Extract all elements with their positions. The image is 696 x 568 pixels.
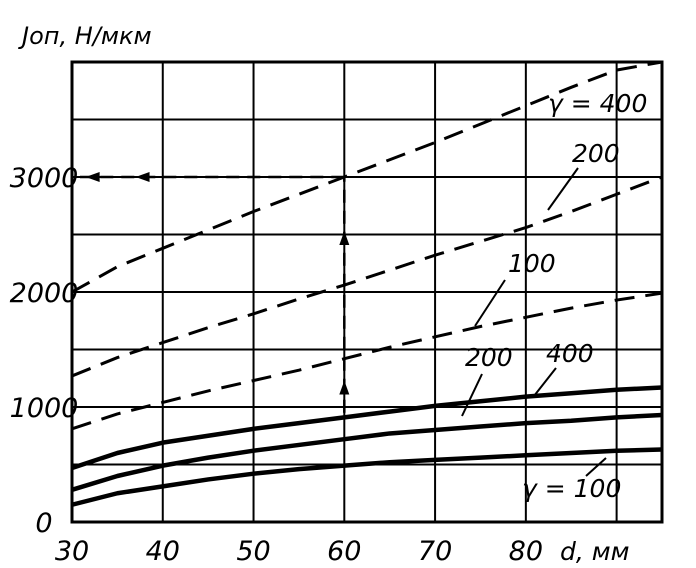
y-tick-label-0: 0 [35, 508, 52, 539]
reading-arrows [80, 172, 350, 413]
y-axis-title: Jоп, Н/мкм [18, 22, 152, 50]
series-line-solid-3 [71, 385, 663, 471]
x-tick-label-40: 40 [146, 536, 180, 567]
y-tick-label-1000: 1000 [10, 393, 79, 424]
series-line-dashed-2 [71, 291, 663, 431]
x-tick-label-30: 30 [55, 536, 89, 567]
arrow-head-up-1 [339, 380, 350, 395]
x-axis-title: d, мм [560, 537, 629, 566]
series-line-dashed-1 [71, 175, 663, 378]
leader-solid-400 [533, 367, 557, 397]
arrow-head-up-2 [339, 231, 350, 246]
arrow-head-left-2 [85, 172, 100, 182]
series-layer [71, 60, 663, 507]
series-label-solid-100: γ = 100 [522, 474, 621, 503]
y-tick-label-2000: 2000 [10, 278, 79, 309]
x-tick-label-50: 50 [236, 536, 270, 567]
series-label-dashed-100: 100 [508, 249, 556, 278]
x-tick-label-80: 80 [509, 536, 543, 567]
x-tick-label-70: 70 [418, 536, 452, 567]
series-line-solid-4 [71, 412, 663, 492]
x-tick-label-60: 60 [327, 536, 361, 567]
series-line-dashed-0 [71, 60, 663, 294]
tick-labels: 30 40 50 60 70 80 0 1000 2000 3000 [10, 163, 543, 567]
series-label-dashed-400: γ = 400 [548, 89, 647, 118]
series-line-solid-5 [71, 447, 663, 507]
leader-dashed-200 [547, 167, 579, 211]
series-label-solid-400: 400 [546, 339, 594, 368]
leader-solid-200 [461, 373, 483, 417]
leader-dashed-100 [474, 279, 506, 327]
arrow-head-left-1 [135, 172, 150, 182]
series-label-solid-200: 200 [465, 343, 513, 372]
label-leaders [461, 167, 607, 477]
leader-solid-100 [585, 457, 607, 477]
y-tick-label-3000: 3000 [10, 163, 79, 194]
series-label-dashed-200: 200 [572, 139, 620, 168]
plot-frame [70, 60, 664, 524]
